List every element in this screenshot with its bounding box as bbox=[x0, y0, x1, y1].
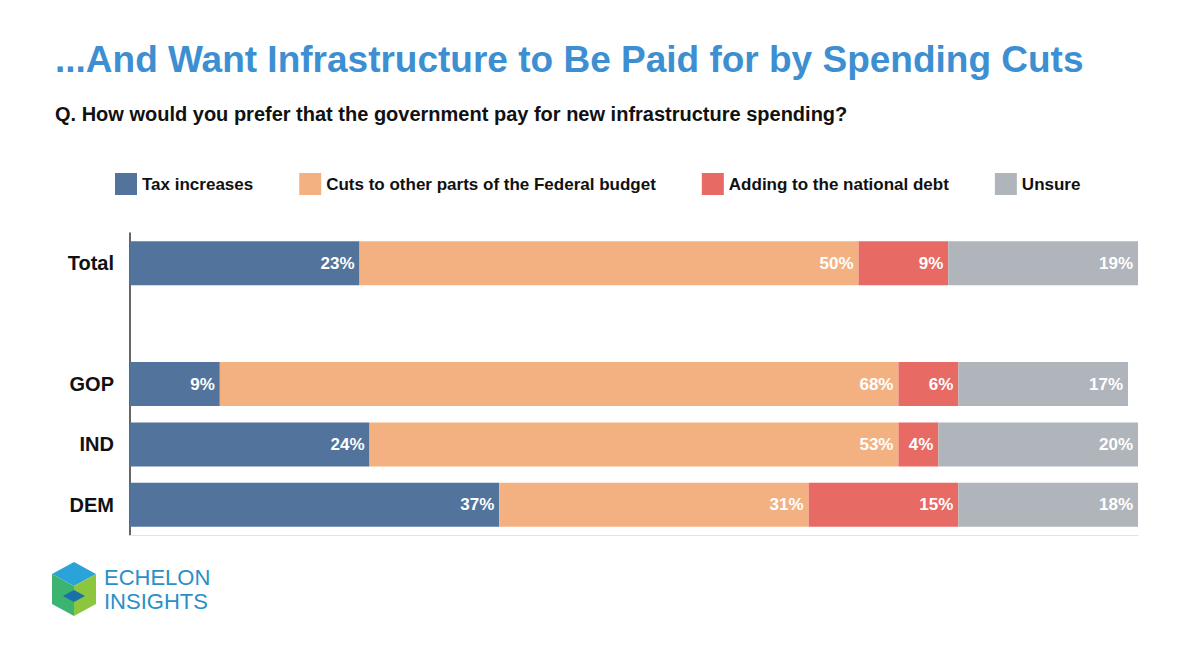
svg-text:4%: 4% bbox=[909, 435, 934, 454]
svg-text:23%: 23% bbox=[321, 254, 355, 273]
svg-text:Q. How would you prefer that t: Q. How would you prefer that the governm… bbox=[55, 103, 847, 125]
svg-text:6%: 6% bbox=[929, 375, 954, 394]
svg-text:18%: 18% bbox=[1099, 495, 1133, 514]
svg-text:GOP: GOP bbox=[70, 373, 114, 395]
svg-text:Tax increases: Tax increases bbox=[142, 175, 253, 194]
svg-text:9%: 9% bbox=[190, 375, 215, 394]
svg-text:68%: 68% bbox=[859, 375, 893, 394]
svg-text:Cuts to other parts of the Fed: Cuts to other parts of the Federal budge… bbox=[326, 175, 656, 194]
svg-text:31%: 31% bbox=[770, 495, 804, 514]
svg-text:DEM: DEM bbox=[70, 494, 114, 516]
svg-text:Adding to the national debt: Adding to the national debt bbox=[729, 175, 949, 194]
svg-text:20%: 20% bbox=[1099, 435, 1133, 454]
svg-text:17%: 17% bbox=[1089, 375, 1123, 394]
svg-text:37%: 37% bbox=[460, 495, 494, 514]
svg-text:50%: 50% bbox=[820, 254, 854, 273]
svg-text:ECHELON: ECHELON bbox=[104, 565, 210, 590]
svg-text:INSIGHTS: INSIGHTS bbox=[104, 589, 208, 614]
svg-text:IND: IND bbox=[80, 433, 114, 455]
svg-text:19%: 19% bbox=[1099, 254, 1133, 273]
svg-text:15%: 15% bbox=[919, 495, 953, 514]
svg-text:9%: 9% bbox=[919, 254, 944, 273]
svg-text:Total: Total bbox=[68, 252, 114, 274]
svg-text:53%: 53% bbox=[859, 435, 893, 454]
svg-text:...And Want Infrastructure to: ...And Want Infrastructure to Be Paid fo… bbox=[55, 39, 1084, 80]
svg-text:Unsure: Unsure bbox=[1022, 175, 1081, 194]
svg-text:24%: 24% bbox=[330, 435, 364, 454]
